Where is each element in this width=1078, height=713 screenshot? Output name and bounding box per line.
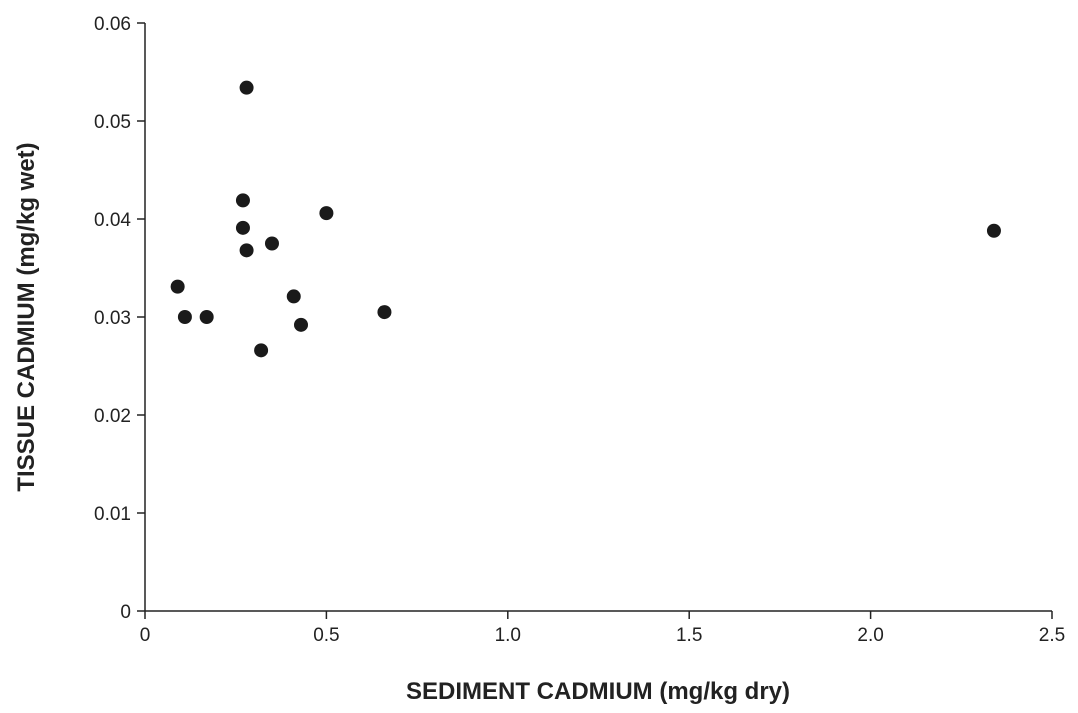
- x-axis-title: SEDIMENT CADMIUM (mg/kg dry): [406, 678, 790, 705]
- data-point: [235, 220, 250, 235]
- x-tick-label: 2.5: [1039, 625, 1065, 646]
- data-points: [170, 80, 1001, 358]
- data-point: [199, 310, 214, 324]
- data-point: [239, 243, 254, 258]
- data-point: [170, 279, 185, 294]
- data-point: [239, 80, 254, 95]
- y-tick-label: 0.06: [94, 14, 131, 35]
- data-point: [235, 193, 250, 208]
- y-tick-label: 0.02: [94, 406, 131, 427]
- x-tick-label: 0.5: [313, 625, 339, 646]
- data-point: [986, 223, 1001, 238]
- data-point: [286, 289, 301, 304]
- x-tick-label: 0: [140, 625, 151, 646]
- data-point: [177, 310, 192, 324]
- y-tick-label: 0.01: [94, 504, 131, 525]
- x-tick-label: 1.0: [495, 625, 521, 646]
- data-point: [319, 206, 334, 221]
- y-tick-label: 0.04: [94, 210, 131, 231]
- data-point: [377, 305, 392, 320]
- x-ticks: 0 0.5 1.0 1.5 2.0 2.5: [140, 611, 1065, 646]
- data-point: [294, 317, 309, 332]
- x-tick-label: 2.0: [857, 625, 883, 646]
- x-tick-label: 1.5: [676, 625, 702, 646]
- data-point: [254, 343, 269, 358]
- data-point: [264, 236, 279, 251]
- y-axis-title: TISSUE CADMIUM (mg/kg wet): [13, 142, 40, 491]
- axes: [144, 23, 1052, 612]
- y-tick-label: 0.03: [94, 308, 131, 329]
- y-tick-label: 0: [120, 602, 131, 623]
- y-tick-label: 0.05: [94, 112, 131, 133]
- y-ticks: 0 0.01 0.02 0.03 0.04 0.05 0.06: [94, 14, 145, 623]
